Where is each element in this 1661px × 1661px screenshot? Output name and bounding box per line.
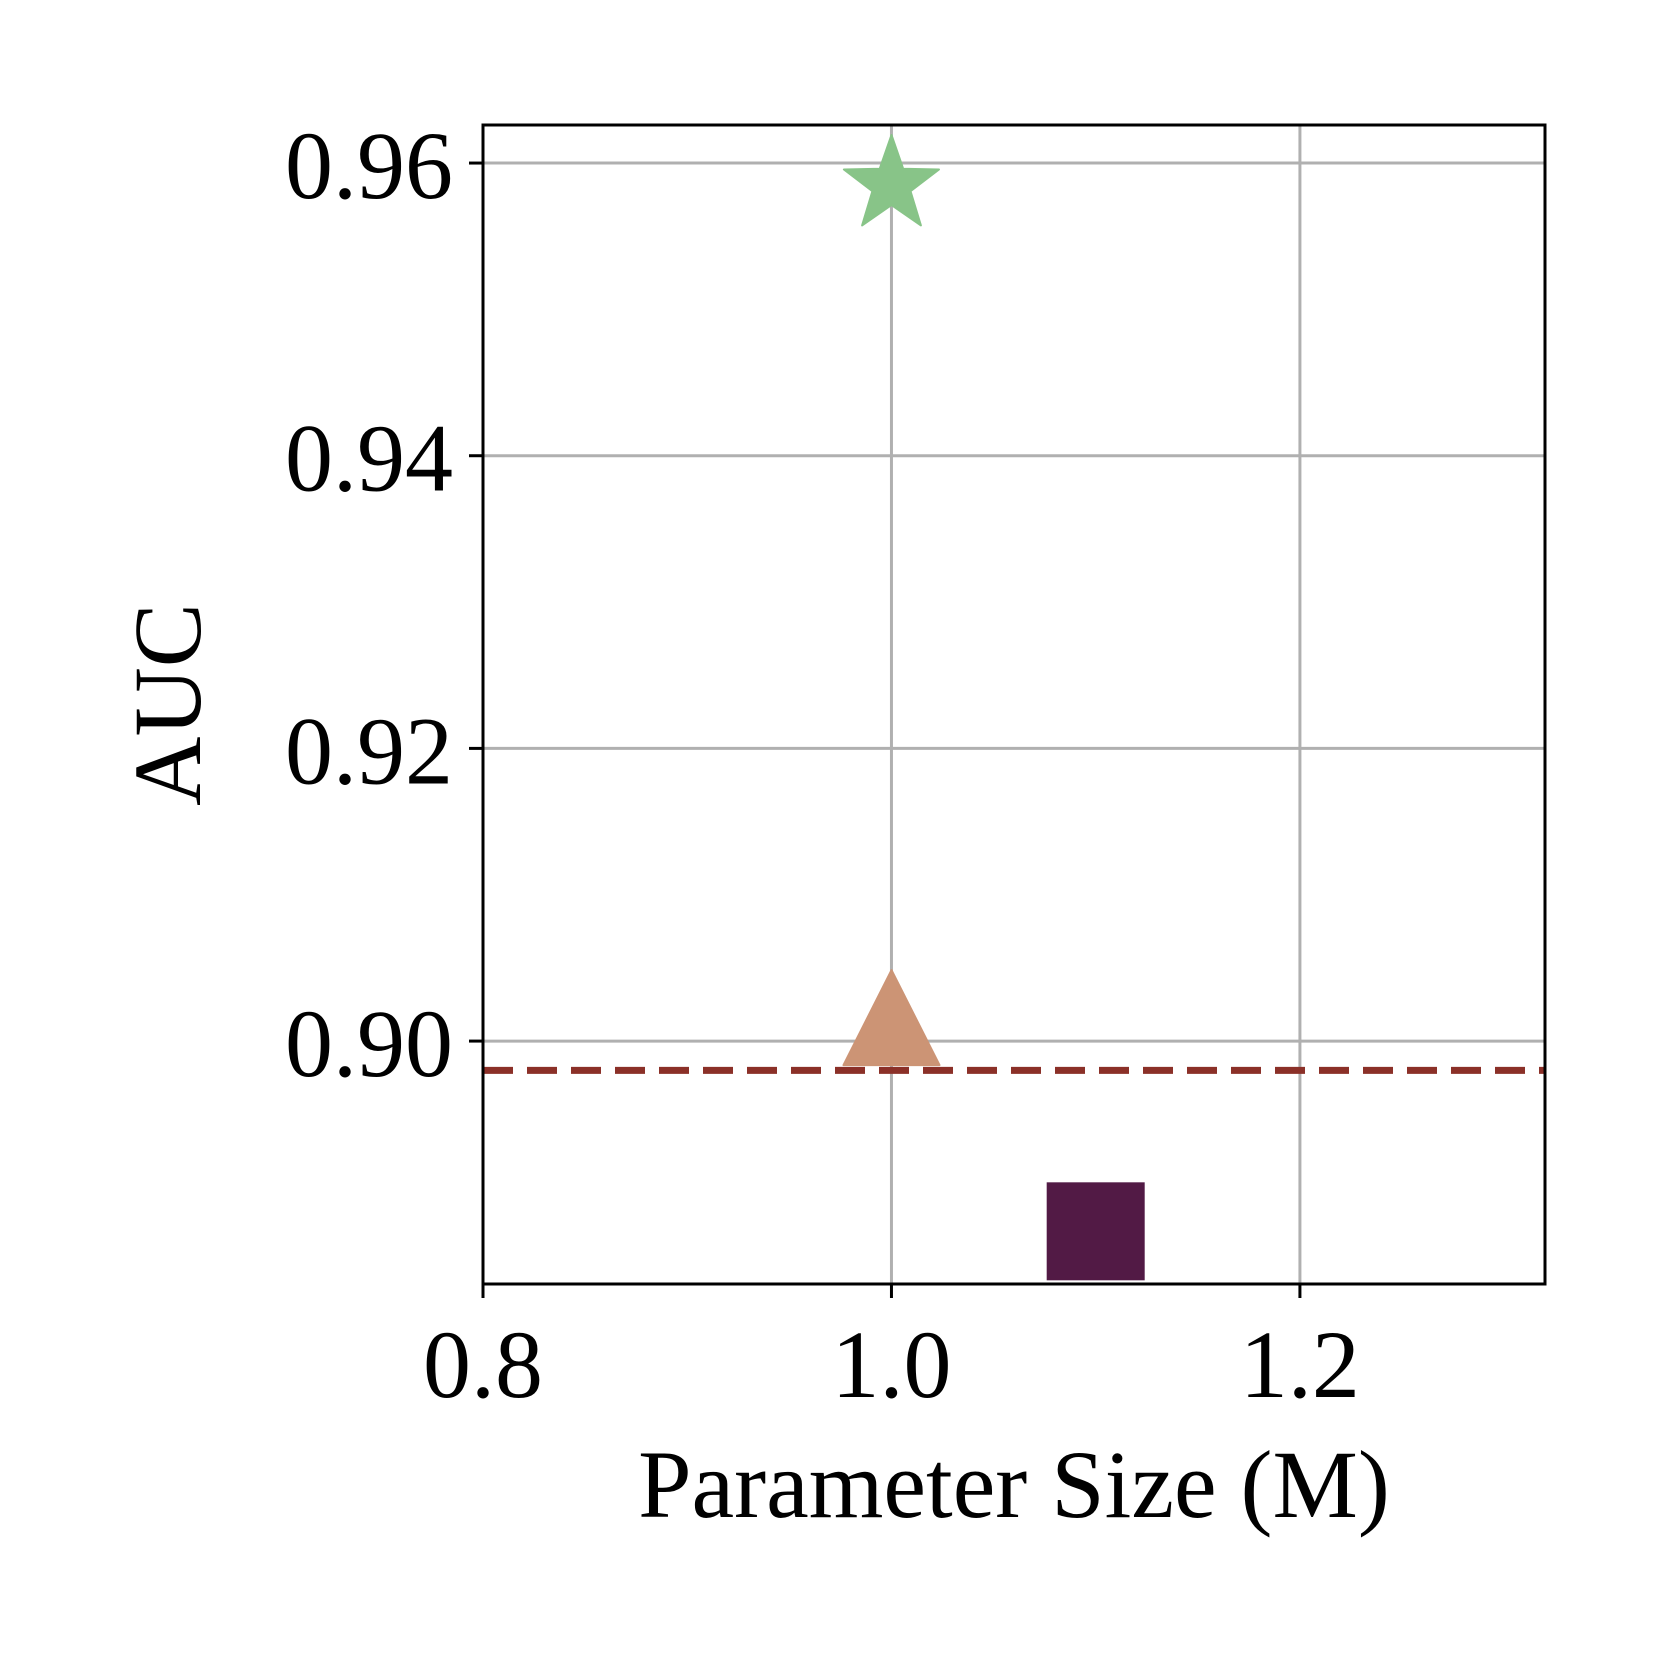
star-marker — [842, 134, 940, 227]
x-tick-label: 0.8 — [423, 1311, 543, 1418]
x-axis-title: Parameter Size (M) — [638, 1431, 1390, 1538]
y-tick-label: 0.96 — [285, 112, 453, 219]
x-tick-label: 1.2 — [1240, 1311, 1360, 1418]
data-points-layer — [842, 134, 1145, 1281]
grid-layer — [481, 125, 1545, 1284]
y-axis-title: AUC — [114, 603, 221, 806]
plot-frame — [481, 123, 1547, 1286]
y-tick-label: 0.92 — [285, 697, 453, 804]
y-tick-label: 0.94 — [285, 405, 453, 512]
x-tick-label: 1.0 — [831, 1311, 951, 1418]
axis-ticks-layer: 0.8 1.0 1.2 0.90 0.92 0.94 0.96 — [285, 112, 1360, 1418]
square-marker — [1046, 1182, 1145, 1281]
y-tick-label: 0.90 — [285, 990, 453, 1097]
triangle-marker — [842, 969, 941, 1067]
